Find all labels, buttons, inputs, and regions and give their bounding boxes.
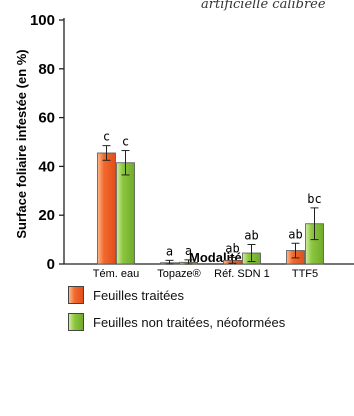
significance-label: a — [166, 244, 173, 258]
legend-label-treated: Feuilles traitées — [93, 287, 185, 303]
x-category-label: Topaze® — [157, 268, 201, 280]
legend-label-untreated: Feuilles non traitées, néoformées — [93, 314, 286, 330]
significance-label: ab — [288, 227, 302, 241]
legend-item-untreated: Feuilles non traitées, néoformées — [68, 309, 285, 335]
y-tick-label: 0 — [47, 256, 55, 273]
bar — [116, 162, 135, 265]
y-tick-label: 60 — [38, 110, 55, 127]
bar — [97, 152, 116, 265]
y-tick-label: 100 — [30, 12, 55, 29]
top-note: artificielle calibrée — [201, 0, 326, 12]
legend-swatch-green — [68, 313, 84, 331]
significance-label: ab — [225, 241, 239, 255]
x-category-label: Tém. eau — [93, 268, 139, 280]
bar-chart: artificielle calibrée Surface foliaire i… — [14, 0, 354, 280]
y-axis-title: Surface foliaire infestée (en %) — [14, 49, 29, 238]
significance-label: a — [185, 244, 192, 258]
x-category-label: TTF5 — [292, 268, 318, 280]
legend: Feuilles traitées Feuilles non traitées,… — [68, 282, 285, 336]
significance-label: c — [122, 135, 129, 149]
y-tick-label: 80 — [38, 61, 55, 78]
legend-item-treated: Feuilles traitées — [68, 282, 285, 308]
x-category-label: Réf. SDN 1 — [214, 268, 270, 280]
y-tick-label: 20 — [38, 207, 55, 224]
significance-label: ab — [244, 228, 258, 242]
y-tick-label: 40 — [38, 158, 55, 175]
legend-swatch-orange — [68, 286, 84, 304]
significance-label: c — [103, 130, 110, 144]
significance-label: bc — [307, 192, 321, 206]
